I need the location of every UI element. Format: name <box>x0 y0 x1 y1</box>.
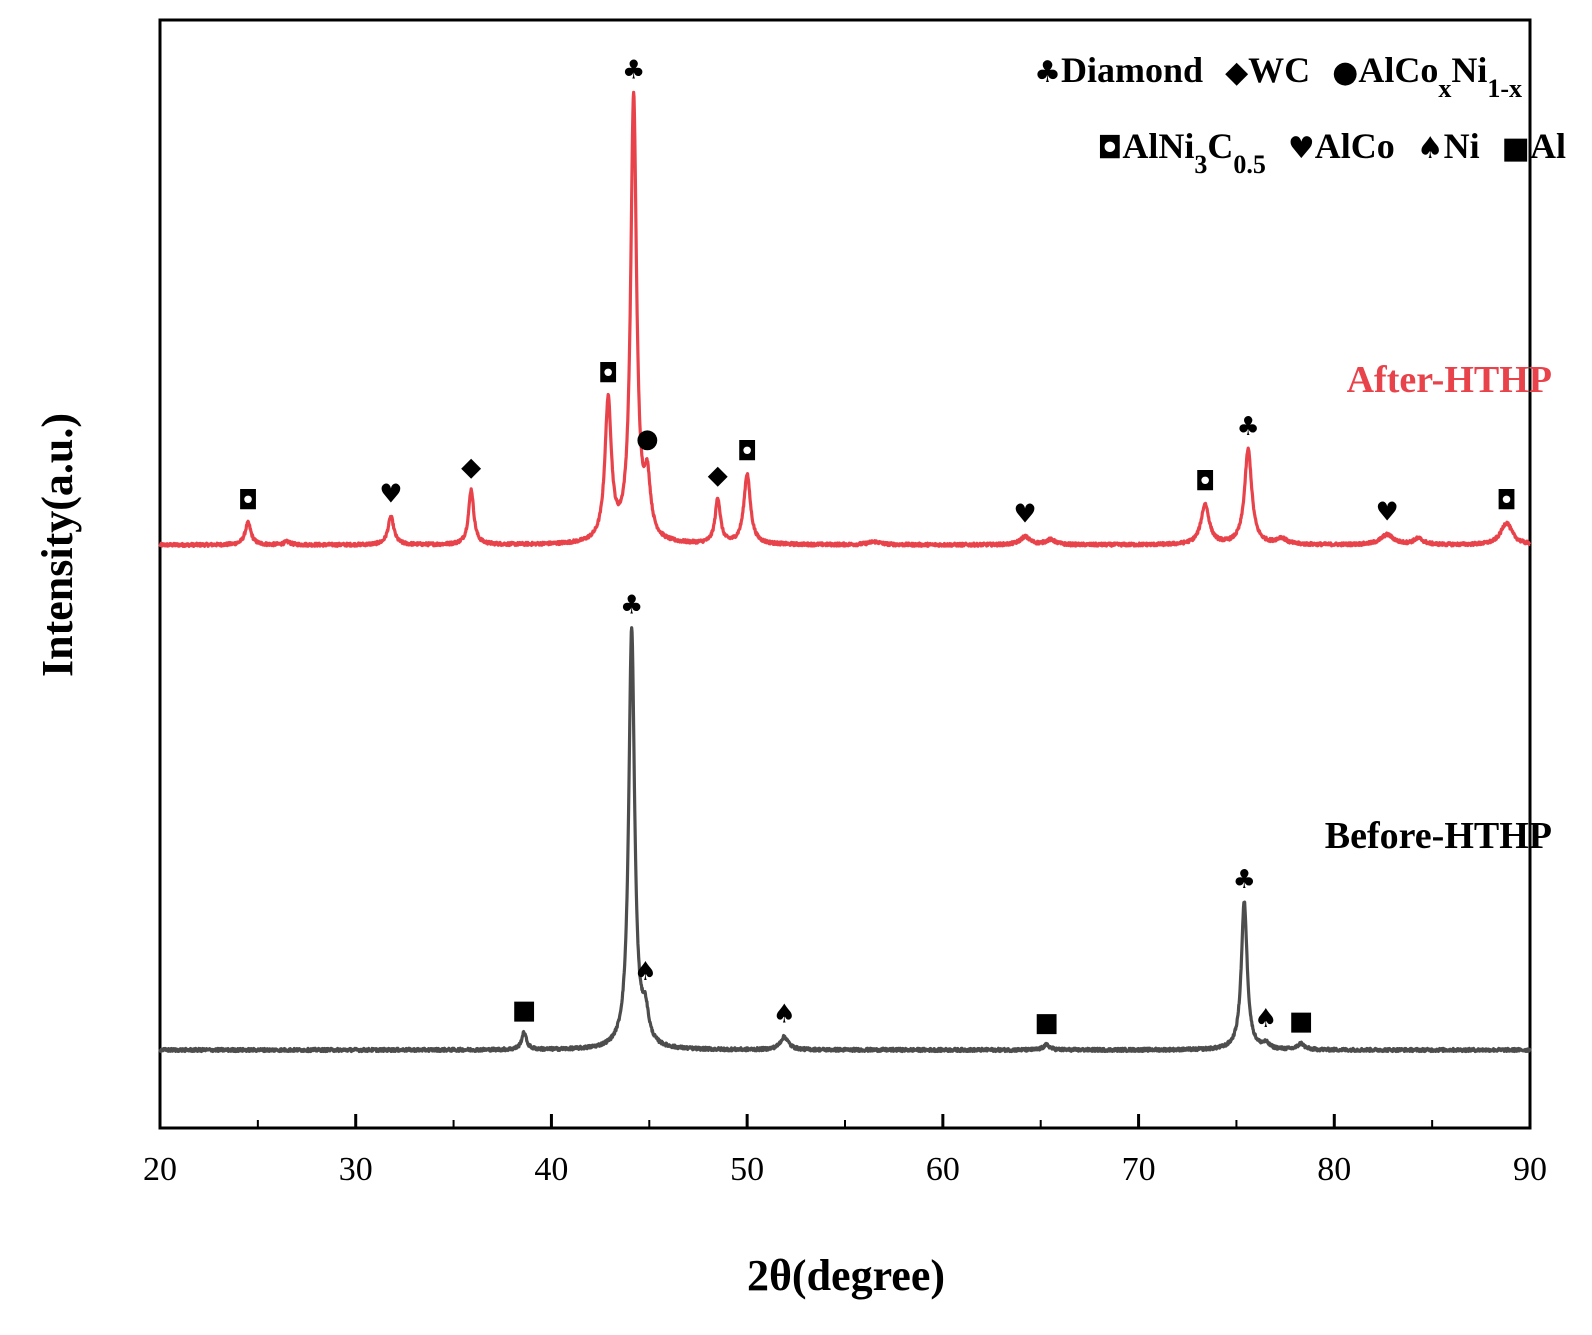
x-tick-label: 40 <box>534 1151 568 1188</box>
plot-frame <box>158 18 1532 1130</box>
legend-label-part: AlCo <box>1358 50 1438 90</box>
legend-symbol: ♣ <box>1034 55 1061 90</box>
y-axis-title: Intensity(a.u.) <box>33 413 82 677</box>
legend-label-part: Ni <box>1444 126 1480 166</box>
legend-label-part: AlNi <box>1122 126 1194 166</box>
legend-label-part: C <box>1207 126 1233 166</box>
legend-row-text: ◘AlNi3C0.5 ♥AlCo ♠Ni ■Al <box>1097 126 1566 179</box>
legend-symbol: ■ <box>1502 131 1530 166</box>
x-axis-title: 2θ(degree) <box>747 1251 945 1300</box>
legend-symbol: ◆ <box>1225 55 1248 90</box>
phase-marker: ♥ <box>1375 498 1398 528</box>
x-tick-label: 70 <box>1122 1151 1156 1188</box>
phase-marker: ■ <box>512 996 537 1026</box>
phase-marker: ◘ <box>1195 467 1216 497</box>
series-line-before <box>158 626 1532 1054</box>
phase-marker: ◆ <box>461 453 481 483</box>
legend-label-part: Diamond <box>1061 50 1203 90</box>
phase-marker: ◘ <box>238 486 259 516</box>
series-line-after <box>158 90 1532 549</box>
phase-marker: ◆ <box>708 461 728 491</box>
legend-label-part: x <box>1438 74 1451 103</box>
phase-marker: ♥ <box>1013 500 1036 530</box>
legend-symbol: ● <box>1332 55 1358 90</box>
legend-label-part: Al <box>1530 126 1566 166</box>
phase-marker: ♣ <box>1237 412 1260 442</box>
phase-marker: ♣ <box>620 591 643 621</box>
phase-marker: ♠ <box>1254 1004 1277 1034</box>
series-label-before: Before-HTHP <box>1325 815 1552 857</box>
legend-label-part: WC <box>1248 50 1310 90</box>
phase-marker: ♣ <box>1233 865 1256 895</box>
x-tick-label: 20 <box>143 1151 177 1188</box>
legend-label-part: 1-x <box>1487 74 1522 103</box>
phase-marker: ◘ <box>598 359 619 389</box>
x-tick-label: 80 <box>1317 1151 1351 1188</box>
phase-marker: ◘ <box>737 437 758 467</box>
legend-label-part: 0.5 <box>1233 150 1266 179</box>
phase-marker: ■ <box>1034 1008 1059 1038</box>
legend-row: ♣Diamond ◆WC ●AlCoxNi1-x <box>1034 50 1522 103</box>
series-label-after: After-HTHP <box>1347 359 1552 401</box>
legend-label-part: Ni <box>1451 50 1487 90</box>
phase-marker: ♠ <box>634 957 657 987</box>
legend-label-part: 3 <box>1194 150 1207 179</box>
x-tick-label: 60 <box>926 1151 960 1188</box>
legend-label-part: AlCo <box>1315 126 1395 166</box>
phase-marker: ♥ <box>379 480 402 510</box>
legend-symbol: ◘ <box>1097 131 1122 166</box>
x-tick-label: 50 <box>730 1151 764 1188</box>
legend-row: ◘AlNi3C0.5 ♥AlCo ♠Ni ■Al <box>1097 126 1566 179</box>
legend-row-text: ♣Diamond ◆WC ●AlCoxNi1-x <box>1034 50 1522 103</box>
x-tick-label: 30 <box>339 1151 373 1188</box>
phase-marker: ● <box>636 424 659 454</box>
phase-marker: ♠ <box>773 1000 796 1030</box>
legend-symbol: ♠ <box>1417 131 1444 166</box>
legend: ♣Diamond ◆WC ●AlCoxNi1-x◘AlNi3C0.5 ♥AlCo ♠Ni… <box>1034 50 1566 179</box>
phase-marker: ♣ <box>622 55 645 85</box>
x-tick-label: 90 <box>1513 1151 1547 1188</box>
phase-marker: ■ <box>1289 1006 1314 1036</box>
phase-marker: ◘ <box>1496 486 1517 516</box>
legend-symbol: ♥ <box>1288 131 1315 166</box>
